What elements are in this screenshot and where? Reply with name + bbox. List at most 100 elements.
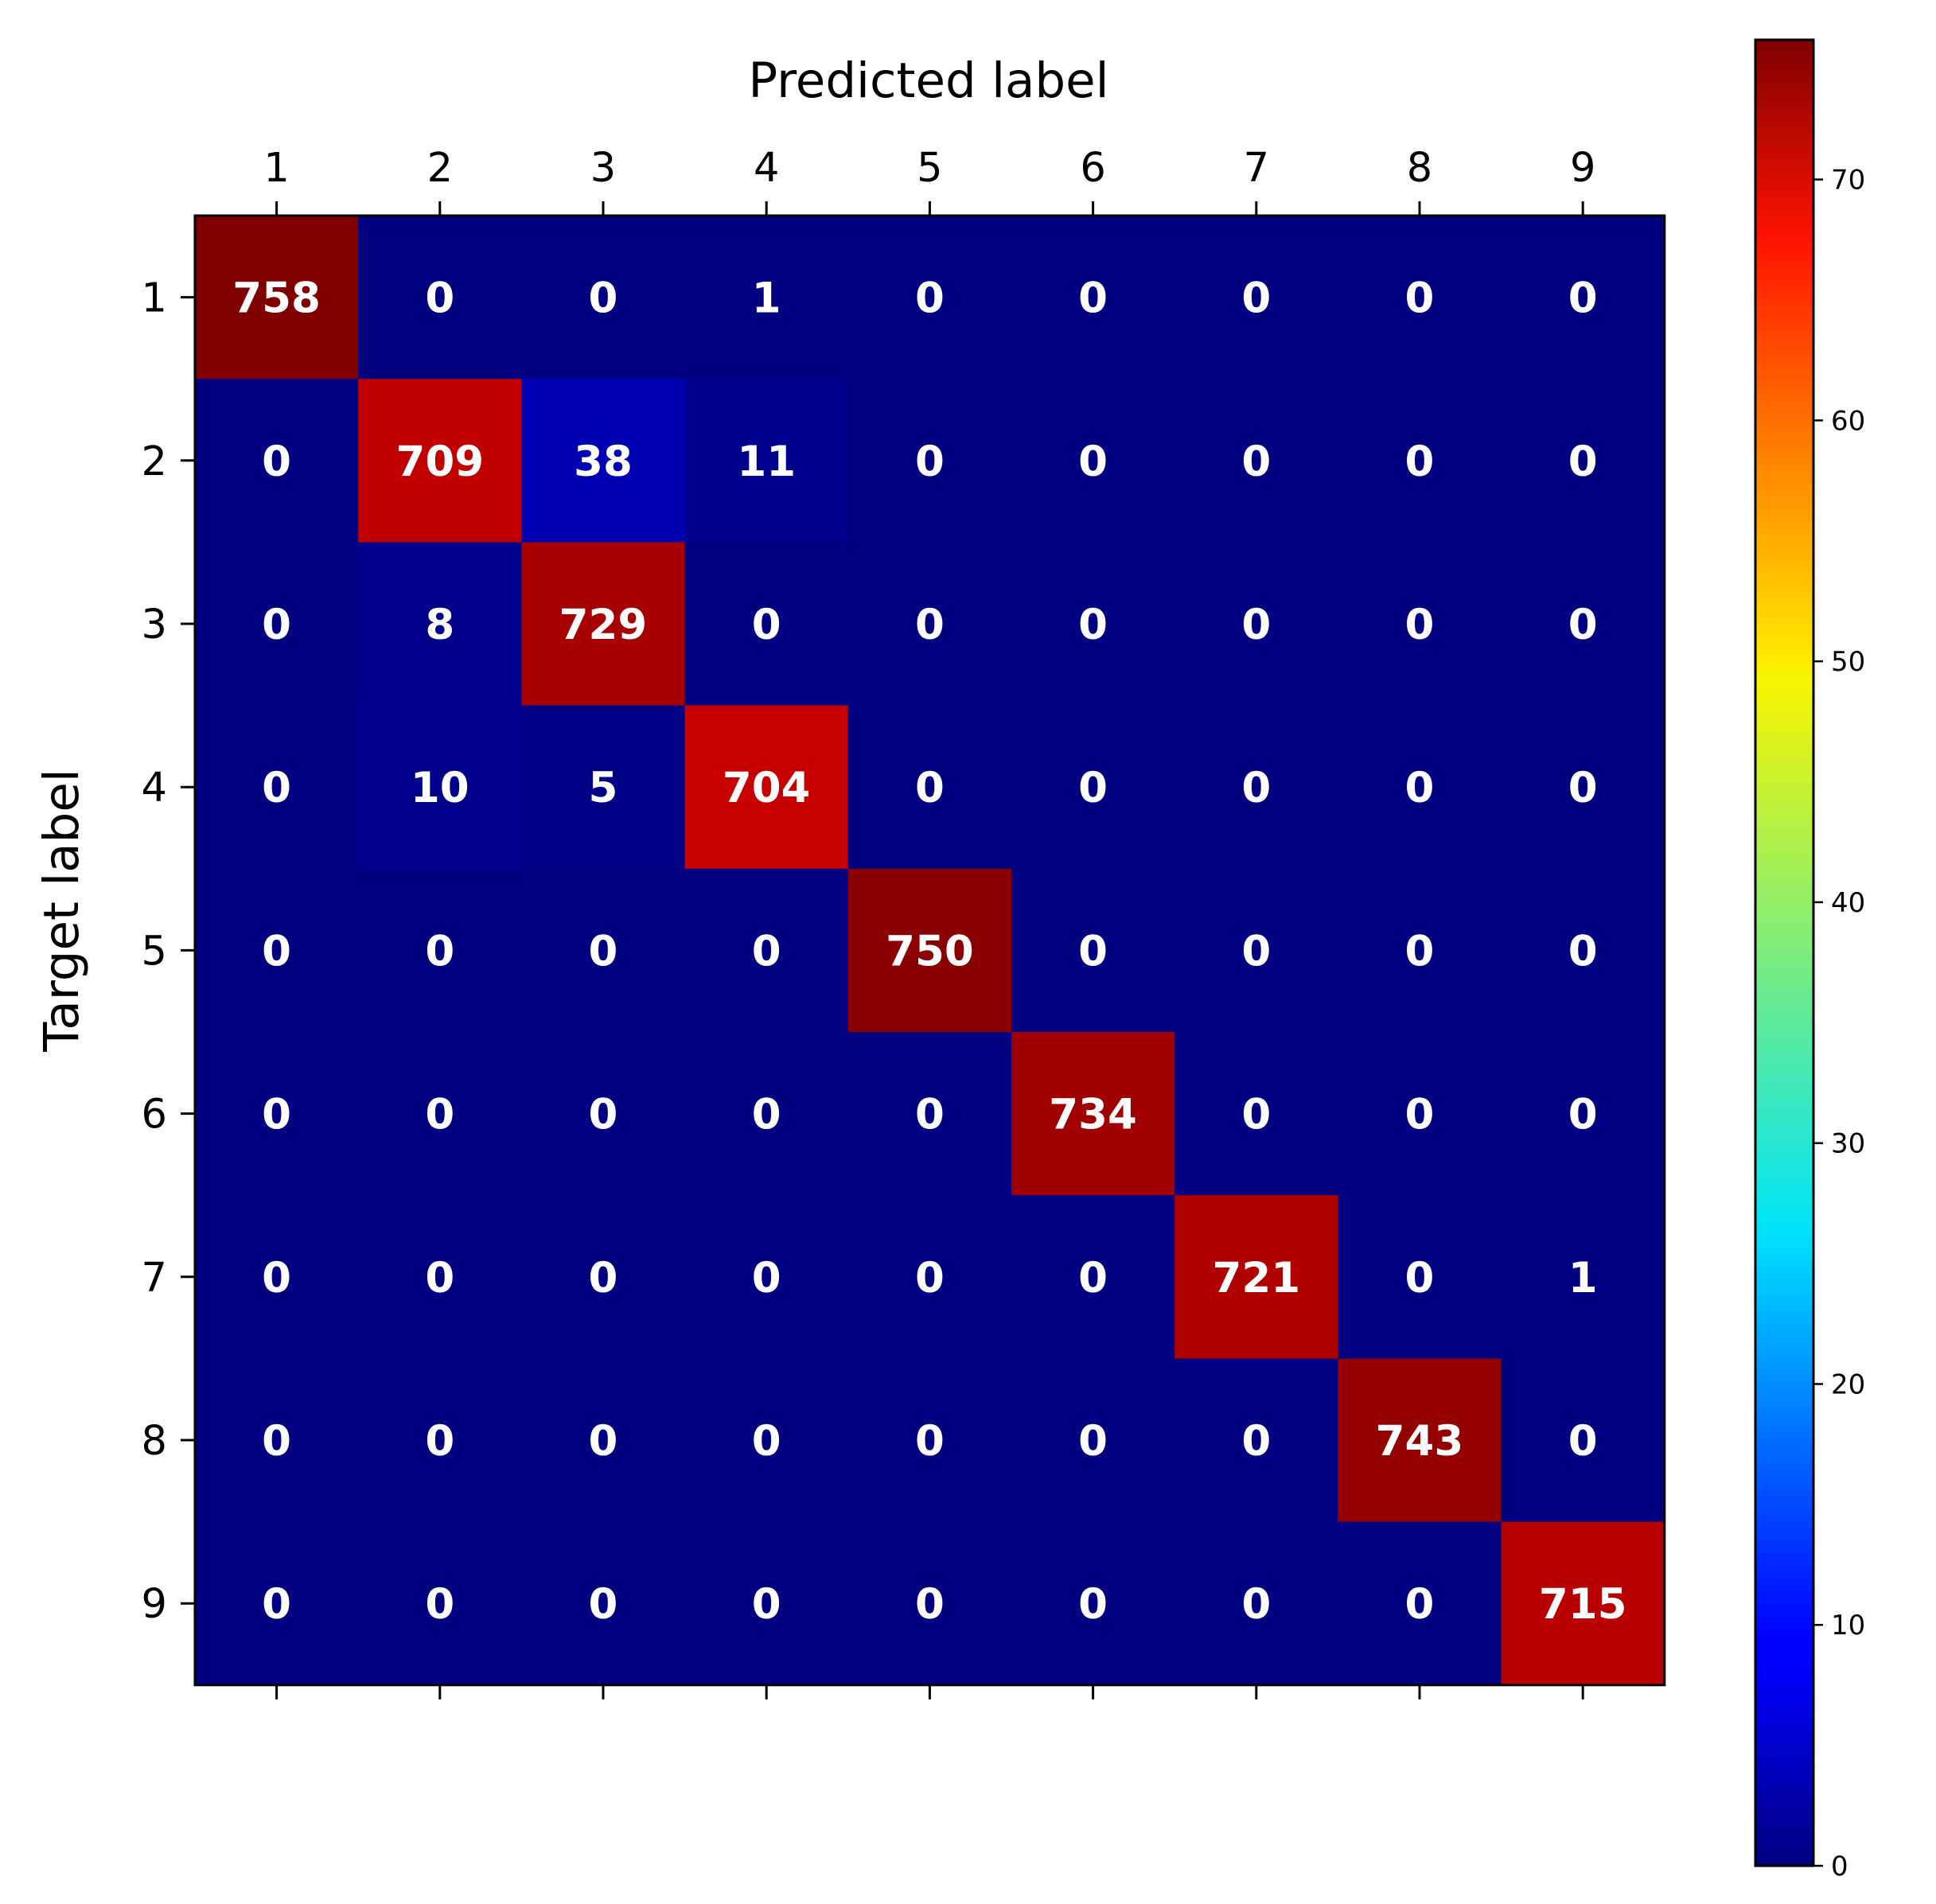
y-tick-label: 9 <box>142 1581 167 1628</box>
x-tick-label: 5 <box>917 145 942 192</box>
heatmap-cell <box>1501 1358 1665 1523</box>
heatmap-cell <box>195 379 359 543</box>
heatmap-cell <box>1501 868 1665 1033</box>
heatmap-cell-value: 750 <box>886 927 974 975</box>
heatmap-cell <box>358 868 522 1033</box>
heatmap-cell-value: 0 <box>1405 275 1435 323</box>
heatmap-cell-value: 0 <box>589 927 618 975</box>
heatmap-cell <box>847 1521 1012 1686</box>
heatmap-cell-value: 0 <box>1241 764 1271 812</box>
heatmap-cell <box>521 542 686 707</box>
heatmap-cell-value: 0 <box>589 1580 618 1629</box>
heatmap-cell <box>1011 1032 1175 1196</box>
heatmap-cell-value: 8 <box>425 601 454 649</box>
heatmap-cell-value: 0 <box>1568 927 1598 975</box>
heatmap-cell <box>847 542 1012 707</box>
heatmap-cell-value: 0 <box>1078 275 1108 323</box>
heatmap-cell <box>847 868 1012 1033</box>
heatmap-cell <box>1501 705 1665 870</box>
heatmap-cell <box>1011 1195 1175 1359</box>
colorbar-tick-label: 40 <box>1831 887 1865 919</box>
heatmap-cell <box>1338 1032 1502 1196</box>
heatmap-cell <box>521 379 686 543</box>
heatmap-cell <box>684 1521 849 1686</box>
heatmap-cell <box>1338 705 1502 870</box>
heatmap-cell <box>1011 216 1175 380</box>
heatmap-cell-value: 0 <box>1078 1254 1108 1302</box>
x-tick-label: 8 <box>1407 145 1432 192</box>
heatmap-cell-value: 0 <box>425 1091 454 1139</box>
heatmap-cell <box>521 868 686 1033</box>
colorbar-ticks: 0 10 20 30 40 50 60 70 <box>1813 165 1865 1883</box>
y-axis-title: Target label <box>33 769 90 1053</box>
heatmap-cell-value: 0 <box>1241 1417 1271 1466</box>
heatmap-cell <box>847 1358 1012 1523</box>
colorbar-tick-label: 20 <box>1831 1369 1865 1400</box>
heatmap-cell <box>195 216 359 380</box>
heatmap-cell-value: 10 <box>411 764 469 812</box>
heatmap-cell <box>684 868 849 1033</box>
y-tick-label: 4 <box>142 765 167 812</box>
heatmap-cell-value: 0 <box>1568 764 1598 812</box>
heatmap-cell <box>521 1032 686 1196</box>
heatmap-cell-value: 0 <box>752 927 781 975</box>
y-tick-label: 3 <box>142 602 167 648</box>
heatmap-cell-value: 0 <box>1568 1091 1598 1139</box>
heatmap-cell <box>358 1521 522 1686</box>
heatmap-cell-value: 0 <box>262 1580 291 1629</box>
x-tick-label: 4 <box>754 145 779 192</box>
heatmap-cell <box>684 1195 849 1359</box>
heatmap-cell-value: 743 <box>1376 1417 1464 1466</box>
heatmap-cell <box>1338 1195 1502 1359</box>
heatmap-cell <box>195 542 359 707</box>
heatmap-cell <box>1174 542 1338 707</box>
heatmap-cell-value: 0 <box>425 927 454 975</box>
x-tick-label: 7 <box>1244 145 1269 192</box>
heatmap-cell-value: 0 <box>752 1580 781 1629</box>
heatmap-cell-value: 0 <box>1241 601 1271 649</box>
y-tick-label: 5 <box>142 928 167 975</box>
heatmap-cell-value: 0 <box>262 601 291 649</box>
x-axis-title: Predicted label <box>748 53 1108 109</box>
heatmap-cell <box>1011 1521 1175 1686</box>
heatmap-cell <box>1501 1195 1665 1359</box>
y-tick-label: 2 <box>142 438 167 485</box>
heatmap-cell-value: 5 <box>589 764 618 812</box>
heatmap-cell-value: 715 <box>1539 1580 1627 1629</box>
heatmap-cell-value: 729 <box>559 601 648 649</box>
x-tick-label: 9 <box>1570 145 1595 192</box>
heatmap-cell <box>1174 1032 1338 1196</box>
heatmap-cell-value: 0 <box>262 1417 291 1466</box>
heatmap-cell <box>1338 868 1502 1033</box>
heatmap-cell-value: 721 <box>1212 1254 1300 1302</box>
heatmap-cell-value: 0 <box>915 601 945 649</box>
heatmap-cell <box>195 705 359 870</box>
heatmap-cell <box>684 542 849 707</box>
y-axis-ticks: 1 2 3 4 5 6 7 8 9 <box>142 275 195 1628</box>
heatmap-cell-value: 704 <box>723 764 811 812</box>
heatmap-cell-value: 0 <box>262 438 291 486</box>
heatmap-cell-value: 0 <box>262 1254 291 1302</box>
heatmap-cell-value: 1 <box>1568 1254 1598 1302</box>
heatmap-cell-value: 0 <box>1078 927 1108 975</box>
heatmap-cell <box>195 868 359 1033</box>
heatmap-cell-value: 0 <box>425 1254 454 1302</box>
heatmap-cell <box>195 1032 359 1196</box>
heatmap-cell-value: 0 <box>589 275 618 323</box>
heatmap-cell-value: 734 <box>1049 1091 1137 1139</box>
heatmap-cell-value: 0 <box>262 927 291 975</box>
colorbar <box>1754 38 1815 1867</box>
heatmap-cells <box>195 216 1665 1686</box>
heatmap-cell-value: 0 <box>1405 601 1435 649</box>
heatmap-cell <box>521 1358 686 1523</box>
heatmap-cell <box>521 1195 686 1359</box>
heatmap-cell-value: 0 <box>1568 1417 1598 1466</box>
colorbar-tick-label: 70 <box>1831 165 1865 197</box>
heatmap-cell <box>847 216 1012 380</box>
colorbar-tick-label: 30 <box>1831 1128 1865 1160</box>
heatmap-cell <box>684 379 849 543</box>
y-tick-label: 7 <box>142 1255 167 1302</box>
heatmap-cell-value: 0 <box>915 1580 945 1629</box>
heatmap-cell <box>1338 379 1502 543</box>
